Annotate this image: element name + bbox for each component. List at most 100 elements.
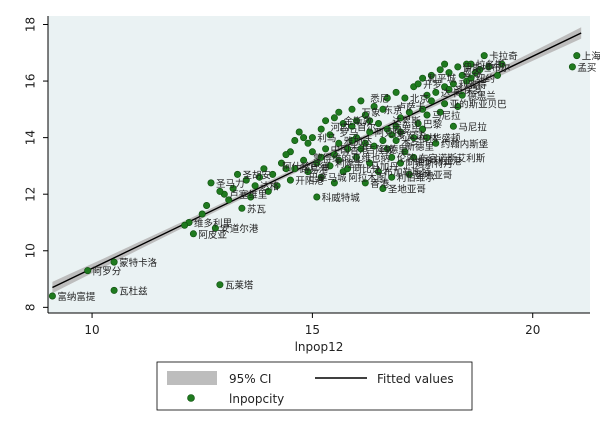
y-tick-label: 12 — [24, 187, 38, 202]
data-point — [441, 60, 449, 68]
data-point — [229, 185, 237, 193]
data-point — [277, 159, 285, 167]
data-point — [392, 122, 400, 130]
point-label: 开阳港 — [295, 175, 324, 187]
data-point — [423, 111, 431, 119]
axes-group: 8 10 12 14 16 18 10 15 20 — [24, 16, 590, 337]
data-point — [401, 148, 409, 156]
point-label: 马德里 — [379, 144, 408, 156]
point-label: 伊斯坦布尔 — [463, 62, 511, 74]
data-point — [405, 108, 413, 116]
data-point — [427, 71, 435, 79]
x-tick-label: 15 — [305, 323, 320, 337]
data-point — [216, 281, 224, 289]
data-point — [476, 66, 484, 74]
point-label: 圣马力 — [216, 178, 245, 190]
data-point — [357, 145, 365, 153]
data-point — [485, 63, 493, 71]
point-label: 柏林 — [419, 133, 439, 145]
data-point — [467, 74, 475, 82]
point-label: 达累斯 — [392, 116, 421, 128]
point-label: 圣地亚哥 — [388, 184, 426, 196]
data-point — [361, 139, 369, 147]
data-point — [366, 117, 374, 125]
data-point — [427, 97, 435, 105]
data-point — [313, 159, 321, 167]
legend-label-points: lnpopcity — [229, 392, 284, 406]
point-label: 苏瓦 — [247, 203, 267, 215]
data-point — [414, 80, 422, 88]
point-label: 布加勒斯特 — [384, 167, 432, 179]
data-point — [295, 128, 303, 136]
data-point — [432, 139, 440, 147]
point-label: 利马 — [317, 133, 336, 145]
data-point — [379, 185, 387, 193]
point-label: 阿什哈巴德 — [282, 161, 330, 173]
data-point — [189, 230, 197, 238]
data-point — [242, 176, 250, 184]
point-label: 利伯维尔 — [397, 172, 436, 184]
data-point — [419, 125, 427, 133]
data-point — [300, 156, 308, 164]
data-point — [573, 52, 581, 60]
data-point — [339, 120, 347, 128]
point-label: 圣保罗 — [454, 85, 483, 97]
y-tick-label: 16 — [24, 73, 38, 88]
data-point — [410, 134, 418, 142]
data-point — [48, 292, 56, 300]
point-label: 阿罗分 — [93, 267, 122, 278]
data-point — [317, 153, 325, 161]
point-label: 悉尼 — [370, 93, 389, 105]
point-label: 蒙得维的亚 — [313, 152, 361, 164]
point-label: 卢塞维里 — [229, 189, 267, 201]
data-point — [264, 187, 272, 195]
legend-label-ci: 95% CI — [229, 372, 271, 386]
point-label: 东京 — [384, 104, 403, 116]
data-point — [238, 204, 246, 212]
legend: 95% CI Fitted values lnpopcity — [156, 361, 473, 411]
data-point — [251, 182, 259, 190]
point-label: 维也纳 — [362, 152, 391, 164]
data-point — [291, 165, 299, 173]
legend-swatch-ci — [167, 371, 217, 385]
data-point — [335, 139, 343, 147]
point-label: 卢萨卡 — [397, 102, 426, 114]
point-label: 圣胡安 — [243, 169, 272, 181]
point-label: 布宜诺斯艾利斯 — [419, 152, 486, 164]
data-point — [419, 74, 427, 82]
data-point — [366, 128, 374, 136]
data-point — [480, 52, 488, 60]
data-point — [234, 170, 242, 178]
data-point — [330, 114, 338, 122]
point-label: 维多利里 — [194, 218, 232, 230]
data-point — [396, 159, 404, 167]
data-point — [458, 71, 466, 79]
y-tick-label: 10 — [24, 243, 38, 258]
point-label: 和平城 — [428, 74, 457, 85]
point-label: 马尼拉 — [458, 121, 487, 133]
data-point — [291, 137, 299, 145]
data-point — [467, 60, 475, 68]
data-point — [352, 117, 360, 125]
point-label: 罗马 — [339, 128, 358, 139]
point-label: 中国香港 — [331, 144, 370, 156]
data-point — [326, 162, 334, 170]
point-label: 开罗 — [423, 80, 442, 91]
data-point — [330, 151, 338, 159]
data-point — [260, 165, 268, 173]
point-label: 上海 — [582, 51, 600, 63]
point-label: 蒙特卡洛 — [119, 257, 158, 269]
data-point — [366, 159, 374, 167]
point-label: 亚的斯亚贝巴 — [450, 99, 507, 111]
data-point — [308, 148, 316, 156]
data-point — [300, 134, 308, 142]
data-point — [392, 88, 400, 96]
data-point — [286, 176, 294, 184]
data-point — [454, 63, 462, 71]
data-point — [370, 142, 378, 150]
data-point — [203, 202, 211, 210]
data-point — [379, 105, 387, 113]
data-point — [255, 173, 263, 181]
data-point — [388, 131, 396, 139]
